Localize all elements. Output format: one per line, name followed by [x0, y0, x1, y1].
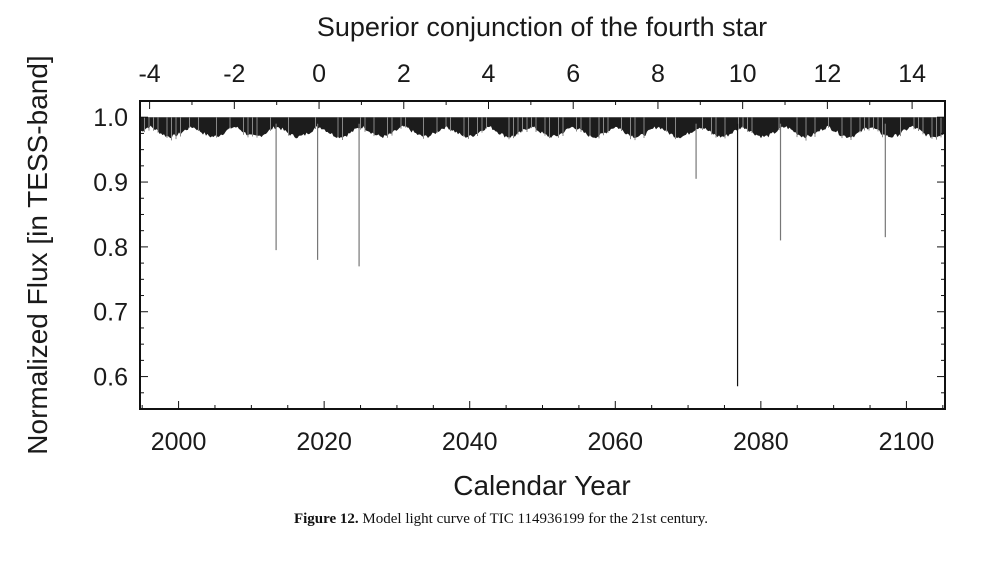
x-tick-label: 2080 — [733, 428, 789, 456]
x-tick-label: 2040 — [442, 428, 498, 456]
axes: 2000 2020 2040 2060 2080 21000.60.70.80.91.0-… — [93, 60, 946, 456]
top-tick-label: 6 — [566, 60, 580, 88]
top-tick-label: 4 — [482, 60, 496, 88]
top-tick-label: 2 — [397, 60, 411, 88]
y-tick-label: 0.6 — [93, 364, 128, 392]
top-tick-label: 12 — [813, 60, 841, 88]
x-tick-label: 2100 — [879, 428, 935, 456]
y-tick-label: 0.9 — [93, 169, 128, 197]
baseline-band — [139, 117, 945, 141]
y-tick-label: 0.8 — [93, 234, 128, 262]
x-tick-label: 2000 — [151, 428, 207, 456]
x-tick-label: 2020 — [296, 428, 352, 456]
plot-frame — [139, 100, 946, 410]
caption-text: Model light curve of TIC 114936199 for t… — [362, 511, 709, 527]
top-tick-label: 0 — [312, 60, 326, 88]
figure-caption: Figure 12. Model light curve of TIC 1149… — [0, 511, 1002, 528]
top-tick-label: 10 — [729, 60, 757, 88]
top-axis-title: Superior conjunction of the fourth star — [317, 12, 767, 42]
y-tick-label: 1.0 — [93, 104, 128, 132]
light-curve-chart: Superior conjunction of the fourth star … — [22, 12, 946, 501]
x-tick-label: 2060 — [587, 428, 643, 456]
top-tick-label: -4 — [138, 60, 160, 88]
y-axis-title: Normalized Flux [in TESS-band] — [22, 55, 53, 454]
eclipse-dips — [275, 123, 886, 387]
top-tick-label: -2 — [223, 60, 245, 88]
y-tick-label: 0.7 — [93, 299, 128, 327]
caption-label: Figure 12. — [293, 511, 359, 527]
top-tick-label: 14 — [898, 60, 926, 88]
x-axis-title: Calendar Year — [453, 470, 630, 501]
baseline-fill — [140, 117, 945, 139]
top-tick-label: 8 — [651, 60, 665, 88]
